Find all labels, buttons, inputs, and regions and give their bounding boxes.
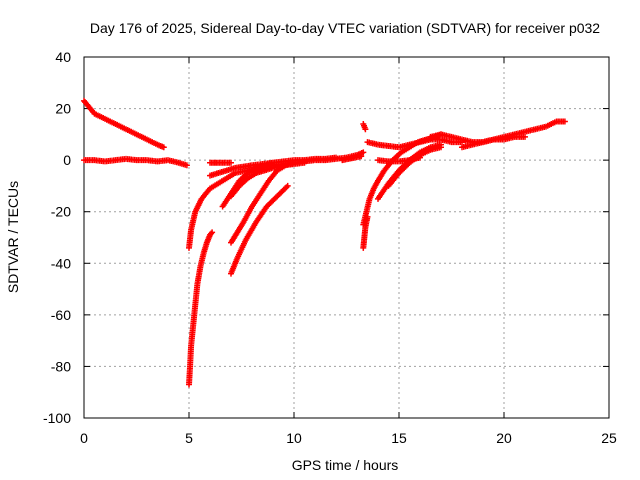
data-point (209, 229, 216, 236)
data-point (522, 133, 528, 140)
grid-lines (84, 57, 609, 418)
series-arc-15 (360, 121, 369, 133)
y-tick-label: -80 (51, 358, 71, 374)
data-point (183, 162, 190, 169)
data-point (360, 149, 367, 156)
y-tick-label: -20 (51, 204, 71, 220)
data-point (160, 144, 167, 151)
x-axis-title: GPS time / hours (292, 457, 399, 473)
y-tick-label: 0 (63, 152, 71, 168)
y-tick-label: -40 (51, 255, 71, 271)
series-arc-16 (364, 136, 465, 151)
series-arc-2 (81, 155, 190, 169)
series-arc-20 (339, 153, 365, 164)
data-point (284, 182, 291, 189)
series-arc-18 (427, 131, 528, 146)
series-arc-8 (228, 182, 291, 277)
x-tick-label: 25 (601, 430, 617, 446)
data-point (358, 153, 365, 160)
data-point (228, 159, 234, 166)
series-arc-4 (186, 229, 216, 388)
y-tick-label: 20 (55, 101, 71, 117)
series-arc-14 (385, 144, 444, 189)
x-tick-label: 15 (391, 430, 407, 446)
series-arc-1 (81, 97, 167, 151)
x-tick-label: 5 (185, 430, 193, 446)
data-point (333, 154, 339, 161)
y-tick-labels: -100 -80 -60 -40 -20 0 20 40 (43, 49, 71, 426)
axis-ticks (83, 56, 610, 419)
x-tick-label: 0 (80, 430, 88, 446)
series-arc-6 (207, 159, 234, 166)
y-tick-label: -60 (51, 307, 71, 323)
x-tick-label: 20 (496, 430, 512, 446)
y-axis-title: SDTVAR / TECUs (5, 181, 21, 293)
x-tick-label: 10 (286, 430, 302, 446)
series-arc-10 (219, 159, 276, 210)
data-point (362, 126, 369, 133)
y-tick-label: -100 (43, 410, 71, 426)
data-point (417, 154, 423, 161)
data-point (438, 144, 444, 151)
series-arc-19 (375, 154, 423, 165)
data-points (81, 97, 568, 388)
data-point (270, 159, 276, 166)
series-arc-17 (459, 118, 568, 151)
plot-frame (83, 56, 610, 419)
x-tick-labels: 0 5 10 15 20 25 (80, 430, 617, 446)
data-point (561, 118, 568, 125)
y-tick-label: 40 (55, 49, 71, 65)
chart-title: Day 176 of 2025, Sidereal Day-to-day VTE… (90, 20, 600, 36)
data-point (301, 159, 308, 166)
